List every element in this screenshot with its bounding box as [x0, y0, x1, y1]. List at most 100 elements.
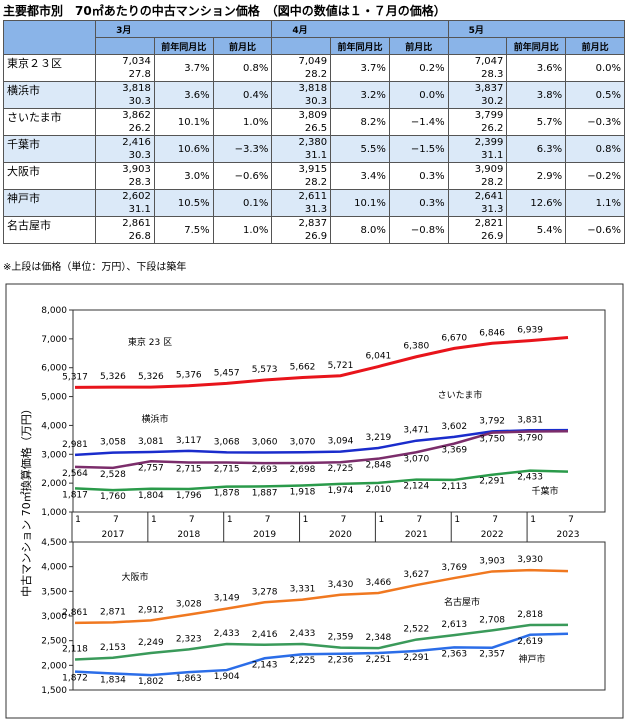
- data-label: 2,251: [366, 655, 392, 665]
- data-label: 2,433: [290, 629, 316, 639]
- mom: 0.8%: [565, 135, 625, 163]
- x-tick-label: 1: [75, 515, 81, 525]
- blank-header: [95, 37, 155, 55]
- data-label: 2,433: [517, 473, 543, 483]
- data-label: 2,871: [100, 607, 126, 617]
- yoy: 12.6%: [506, 189, 567, 217]
- city: 千葉市: [2, 135, 97, 163]
- mom: 0.0%: [388, 81, 449, 109]
- data-label: 3,903: [479, 556, 505, 566]
- city: さいたま市: [2, 108, 97, 136]
- series-line: [74, 429, 569, 470]
- data-label: 2,981: [62, 440, 88, 450]
- y-tick-label: 5,000: [41, 393, 67, 403]
- data-label: 2,359: [328, 633, 354, 643]
- data-label: 2,291: [479, 477, 505, 487]
- x-year-label: 2017: [101, 530, 124, 540]
- yoy: 10.6%: [153, 135, 214, 163]
- data-label: 6,380: [403, 342, 429, 352]
- subheader-row: 前年同月比 前月比 前年同月比 前月比 前年同月比 前月比: [4, 37, 625, 55]
- data-label: 2,236: [328, 656, 354, 666]
- data-label: 1,904: [214, 672, 240, 682]
- chart-frame: [5, 283, 624, 719]
- y-tick-label: 2,500: [41, 637, 67, 647]
- age: 30.2: [447, 95, 508, 109]
- mom: −0.6%: [565, 216, 625, 244]
- mom: −3.3%: [212, 135, 273, 163]
- data-label: 2,848: [366, 461, 392, 471]
- mom: 1.1%: [565, 189, 625, 217]
- age: 31.1: [271, 149, 332, 163]
- price: 2,641: [447, 189, 508, 203]
- data-label: 2,725: [328, 464, 354, 474]
- data-label: 6,670: [441, 333, 467, 343]
- data-label: 2,118: [62, 645, 88, 655]
- table-note: ※上段は価格（単位：万円）、下段は築年: [3, 262, 187, 273]
- data-label: 2,715: [176, 465, 202, 475]
- data-label: 5,573: [252, 365, 278, 375]
- row: 26.2 26.5 26.2: [4, 122, 625, 136]
- row: 神戸市 2,602 10.5% 0.1% 2,611 10.1% 0.3% 2,641 12.6…: [2, 189, 625, 217]
- data-label: 3,831: [517, 415, 543, 425]
- age: 26.9: [271, 230, 332, 244]
- data-label: 2,693: [252, 465, 278, 475]
- data-label: 2,619: [517, 637, 543, 647]
- data-label: 3,058: [100, 438, 126, 448]
- data-label: 2,225: [290, 656, 316, 666]
- data-label: 1,887: [252, 488, 278, 498]
- data-label: 3,219: [366, 433, 392, 443]
- yoy: 5.4%: [506, 216, 567, 244]
- data-label: 1,863: [176, 674, 202, 684]
- data-label: 1,834: [100, 676, 126, 686]
- x-tick-label: 7: [416, 515, 422, 525]
- y-tick-label: 4,000: [41, 421, 67, 431]
- data-label: 1,796: [176, 491, 202, 501]
- data-label: 3,149: [214, 594, 240, 604]
- row: 横浜市 3,818 3.6% 0.4% 3,818 3.2% 0.0% 3,837 3.8% 0.…: [2, 81, 625, 109]
- mom: 0.3%: [388, 162, 449, 190]
- city: 東京２３区: [2, 54, 97, 82]
- price: 2,611: [271, 189, 332, 203]
- data-label: 2,912: [138, 605, 164, 615]
- yoy: 3.4%: [330, 162, 390, 190]
- data-label: 2,416: [252, 630, 278, 640]
- y-tick-label: 7,000: [41, 335, 67, 345]
- data-label: 3,471: [403, 426, 429, 436]
- series-line: [74, 336, 569, 389]
- legend-label: 大阪市: [121, 571, 148, 583]
- x-tick-label: 1: [303, 515, 309, 525]
- yoy: 3.6%: [506, 54, 567, 82]
- price: 3,837: [447, 81, 508, 95]
- data-label: 1,802: [138, 677, 164, 687]
- row: 名古屋市 2,861 7.5% 1.0% 2,837 8.0% −0.8% 2,821 5.4%…: [2, 216, 625, 244]
- mom: −0.2%: [565, 162, 625, 190]
- data-label: 2,153: [100, 643, 126, 653]
- subheader: 前月比: [212, 37, 273, 55]
- data-label: 3,769: [441, 563, 467, 573]
- y-axis-label: 中古マンション 70㎡換算価格（万円）: [19, 403, 33, 597]
- y-tick-label: 1,000: [41, 508, 67, 518]
- price: 2,399: [447, 135, 508, 149]
- data-label: 2,124: [403, 482, 429, 492]
- legend-label: 名古屋市: [444, 596, 480, 608]
- data-label: 2,010: [366, 485, 392, 495]
- y-tick-label: 2,000: [41, 479, 67, 489]
- x-year-label: 2023: [557, 530, 580, 540]
- age: 26.9: [447, 230, 508, 244]
- data-label: 5,317: [62, 372, 88, 382]
- data-label: 2,564: [62, 469, 88, 479]
- data-label: 1,878: [214, 489, 240, 499]
- subheader: 前年同月比: [153, 37, 214, 55]
- data-label: 3,070: [403, 454, 429, 464]
- data-label: 6,939: [517, 326, 543, 336]
- series-line: [74, 623, 569, 661]
- data-label: 3,430: [328, 580, 354, 590]
- data-label: 2,522: [403, 625, 429, 635]
- x-tick-label: 1: [227, 515, 233, 525]
- legend-label: 千葉市: [531, 485, 558, 497]
- yoy: 3.2%: [330, 81, 390, 109]
- x-year-label: 2019: [253, 530, 276, 540]
- data-label: 3,792: [479, 416, 505, 426]
- data-label: 1,918: [290, 488, 316, 498]
- data-label: 1,760: [100, 492, 126, 502]
